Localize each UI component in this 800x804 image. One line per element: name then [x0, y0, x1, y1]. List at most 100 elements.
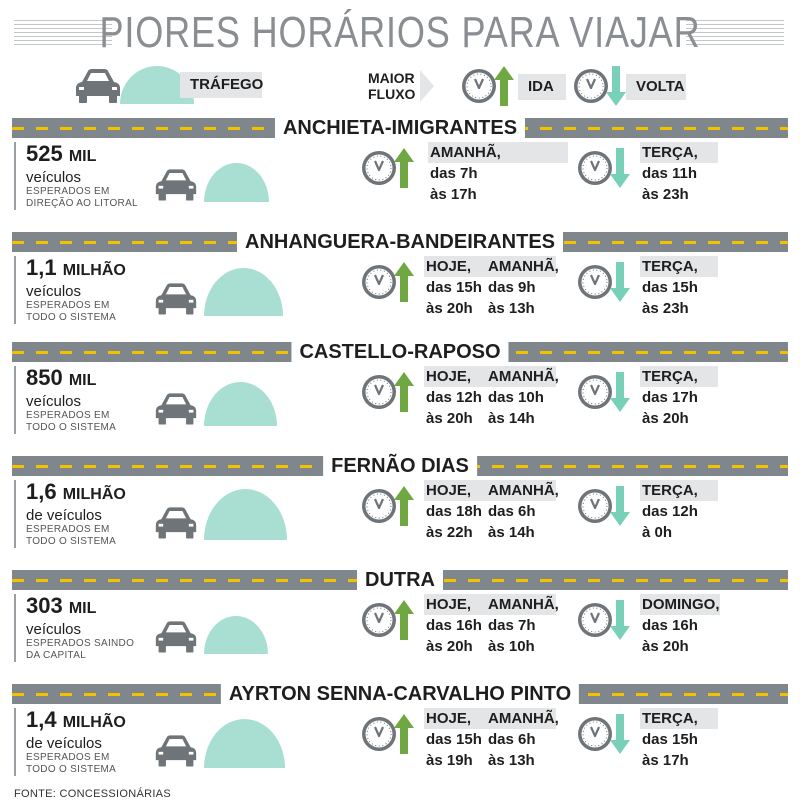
source-note: FONTE: CONCESSIONÁRIAS [14, 788, 171, 800]
schedule-day: DOMINGO, [640, 594, 720, 615]
schedule-from: das 7h [488, 617, 536, 634]
ida-schedule: HOJE, das 12h às 20h [424, 366, 494, 429]
road-name: ANCHIETA-IMIGRANTES [274, 114, 526, 142]
schedule-to: às 20h [426, 300, 473, 317]
down-arrow-icon [610, 372, 630, 412]
up-arrow-icon [394, 486, 414, 526]
ida-schedule: HOJE, das 16h às 20h [424, 594, 494, 657]
volume-number: 303 [26, 593, 63, 618]
schedule-day: AMANHÃ, [486, 366, 559, 387]
volume-note-line2: DA CAPITAL [26, 650, 87, 661]
schedule-from: das 6h [488, 503, 536, 520]
up-arrow-icon [394, 714, 414, 754]
car-icon [155, 393, 197, 425]
clock-icon-volta [578, 714, 630, 754]
schedule-from: das 7h [430, 165, 478, 182]
schedule-from: das 11h [642, 165, 698, 182]
flow-arrow-icon [420, 70, 434, 102]
down-arrow-icon [610, 148, 630, 188]
schedule-day: AMANHÃ, [486, 480, 559, 501]
volume-number: 1,1 [26, 255, 57, 280]
clock-icon-ida [362, 486, 414, 526]
ida-schedule: AMANHÃ, das 7h às 17h [428, 142, 568, 205]
traffic-mound-icon [204, 382, 277, 426]
down-arrow-icon [610, 714, 630, 754]
schedule-to: às 13h [488, 300, 535, 317]
volume-value: 303 MIL [26, 594, 154, 621]
schedule-to: às 22h [426, 524, 473, 541]
ida-schedule: HOJE, das 15h às 20h [424, 256, 494, 319]
clock-icon-volta [578, 486, 630, 526]
volume-block: 303 MIL veículos ESPERADOS SAINDO DA CAP… [14, 594, 154, 662]
clock-icon-legend-ida [462, 66, 514, 106]
schedule-to: às 23h [642, 186, 689, 203]
page-title: PIORES HORÁRIOS PARA VIAJAR [99, 8, 701, 57]
down-arrow-icon [606, 66, 626, 106]
clock-icon-ida [362, 714, 414, 754]
volume-unit: MILHÃO [62, 486, 126, 503]
schedule-from: das 15h [426, 279, 482, 296]
schedule-to: às 10h [488, 638, 535, 655]
volume-number: 850 [26, 365, 63, 390]
title-decoration-right [686, 20, 784, 46]
volume-note-line1: ESPERADOS EM [26, 410, 110, 421]
schedule-to: às 14h [488, 410, 535, 427]
volume-note-line1: ESPERADOS EM [26, 186, 110, 197]
volume-unit: MILHÃO [62, 714, 126, 731]
traffic-mound-icon [204, 268, 283, 316]
volume-number: 1,4 [26, 707, 57, 732]
clock-icon-ida [362, 148, 414, 188]
ida-schedule: AMANHÃ, das 6h às 14h [486, 480, 559, 543]
ida-schedule: HOJE, das 15h às 19h [424, 708, 494, 771]
traffic-mound-icon [204, 616, 268, 654]
volume-unit: MIL [68, 372, 97, 389]
volume-block: 1,6 MILHÃO de veículos ESPERADOS EM TODO… [14, 480, 154, 548]
vehicles-label: veículos [26, 283, 82, 300]
title-decoration-left [14, 20, 112, 46]
road-name: AYRTON SENNA-CARVALHO PINTO [220, 680, 580, 708]
schedule-from: das 9h [488, 279, 536, 296]
schedule-to: à 0h [642, 524, 673, 541]
up-arrow-icon [394, 262, 414, 302]
schedule-from: das 15h [426, 731, 482, 748]
schedule-from: das 16h [426, 617, 482, 634]
schedule-from: das 15h [642, 279, 698, 296]
car-icon [155, 169, 197, 201]
schedule-day: TERÇA, [640, 480, 718, 501]
ida-schedule: AMANHÃ, das 9h às 13h [486, 256, 559, 319]
legend-flow-line2: FLUXO [368, 86, 416, 102]
car-icon [155, 283, 197, 315]
road-band: ANCHIETA-IMIGRANTES [12, 114, 788, 142]
schedule-to: às 20h [426, 638, 473, 655]
schedule-day: TERÇA, [640, 256, 718, 277]
clock-icon-ida [362, 600, 414, 640]
legend-ida-label: IDA [518, 74, 566, 100]
up-arrow-icon [494, 66, 514, 106]
volume-block: 850 MIL veículos ESPERADOS EM TODO O SIS… [14, 366, 154, 434]
volume-value: 525 MIL [26, 142, 154, 169]
car-icon [155, 621, 197, 653]
ida-schedule: AMANHÃ, das 10h às 14h [486, 366, 559, 429]
volume-value: 1,4 MILHÃO [26, 708, 154, 735]
road-band: FERNÃO DIAS [12, 452, 788, 480]
legend-traffic-label: TRÁFEGO [180, 72, 263, 98]
road-band: AYRTON SENNA-CARVALHO PINTO [12, 680, 788, 708]
road-name: CASTELLO-RAPOSO [291, 338, 509, 366]
traffic-mound-icon [204, 163, 269, 202]
legend-flow-line1: MAIOR [368, 70, 415, 86]
volta-schedule: TERÇA, das 17h às 20h [640, 366, 718, 429]
road-band: ANHANGUERA-BANDEIRANTES [12, 228, 788, 256]
up-arrow-icon [394, 372, 414, 412]
volume-block: 1,4 MILHÃO de veículos ESPERADOS EM TODO… [14, 708, 154, 776]
schedule-from: das 6h [488, 731, 536, 748]
schedule-to: às 17h [642, 752, 689, 769]
schedule-day: TERÇA, [640, 142, 718, 163]
vehicles-label: veículos [26, 393, 82, 410]
schedule-day: AMANHÃ, [428, 142, 568, 163]
volume-note-line1: ESPERADOS EM [26, 752, 110, 763]
vehicles-label: veículos [26, 169, 82, 186]
ida-schedule: AMANHÃ, das 7h às 10h [486, 594, 559, 657]
volume-block: 1,1 MILHÃO veículos ESPERADOS EM TODO O … [14, 256, 154, 324]
volume-note-line2: TODO O SISTEMA [26, 312, 117, 323]
schedule-to: às 14h [488, 524, 535, 541]
